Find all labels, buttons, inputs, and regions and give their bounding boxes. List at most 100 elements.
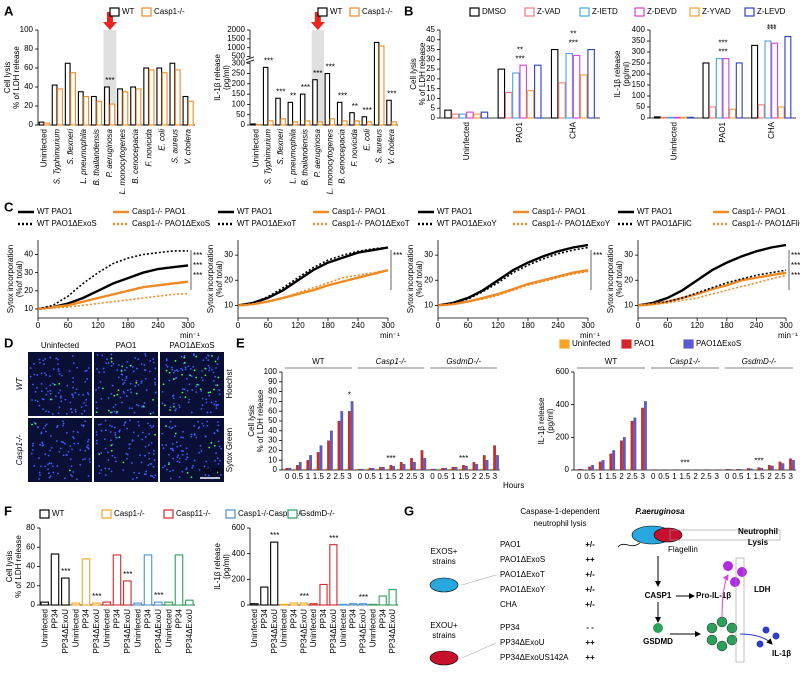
dead-cell — [135, 392, 138, 395]
bar — [588, 466, 592, 471]
nucleus — [175, 376, 178, 379]
nucleus — [32, 442, 34, 445]
nucleus — [208, 394, 211, 397]
nucleus — [152, 361, 155, 364]
x-tick-label: B. thailandensis — [92, 129, 101, 185]
nucleus — [80, 412, 83, 415]
x-tick-label: 0.5 — [584, 472, 596, 481]
nucleus — [154, 367, 157, 370]
significance-label: *** — [754, 457, 763, 466]
bar — [777, 106, 785, 119]
nucleus — [145, 389, 148, 391]
significance-label: *** — [338, 91, 347, 100]
nucleus — [52, 368, 55, 370]
x-tick-label: Uninfected — [339, 609, 348, 647]
x-tick-label: PP34 — [290, 608, 299, 628]
y-tick-label: 15 — [426, 84, 435, 93]
bar — [280, 118, 286, 126]
x-tick-label: Uninfected — [40, 129, 49, 167]
nucleus — [214, 459, 216, 462]
nucleus — [145, 470, 148, 473]
nucleus — [143, 473, 146, 475]
bar — [319, 445, 323, 471]
bar — [361, 116, 368, 126]
x-tick-label: PP34 — [175, 608, 184, 628]
x-tick-label: PP34ΔExoU — [270, 609, 279, 654]
bar — [764, 40, 772, 119]
bar — [135, 88, 142, 126]
bar — [288, 467, 292, 471]
nucleus — [62, 454, 65, 457]
nucleus — [34, 399, 37, 402]
nucleus — [83, 402, 85, 404]
nucleus — [171, 368, 174, 371]
dead-cell — [172, 378, 175, 380]
significance-label: ** — [290, 91, 296, 100]
bar — [123, 580, 132, 606]
nucleus — [111, 425, 113, 428]
nucleus — [171, 395, 174, 398]
nucleus — [72, 436, 74, 438]
y-tick-label: 60 — [268, 406, 277, 415]
nucleus — [71, 448, 73, 451]
nucleus — [33, 362, 35, 365]
nucleus — [166, 365, 169, 368]
bar — [148, 69, 155, 126]
bar — [749, 468, 753, 471]
nucleus — [217, 424, 220, 427]
nucleus — [32, 383, 34, 386]
bar — [368, 467, 372, 471]
dead-cell — [181, 373, 183, 376]
y-axis-label: Cell lysis — [247, 405, 256, 437]
nucleus — [33, 373, 36, 376]
y-tick-label: 20 — [26, 581, 35, 590]
highlight-arrow — [102, 12, 117, 30]
nucleus — [36, 426, 39, 429]
nucleus — [190, 411, 193, 414]
nucleus — [132, 370, 135, 373]
nucleus — [200, 390, 203, 392]
nucleus — [74, 411, 77, 413]
significance-label: *** — [193, 271, 202, 280]
nucleus — [87, 367, 90, 369]
highlight-arrow — [310, 12, 325, 30]
nucleus — [114, 431, 117, 434]
dead-cell — [216, 471, 219, 474]
nucleus — [72, 430, 75, 433]
bar — [334, 468, 338, 471]
bar — [725, 469, 729, 471]
bar — [760, 467, 764, 471]
nucleus — [110, 439, 112, 442]
significance-label: *** — [791, 271, 800, 280]
x-tick-label: P. aeruginosa — [105, 128, 114, 177]
y-axis-label: Cell lysis — [3, 62, 12, 94]
nucleus — [171, 426, 174, 429]
nucleus — [134, 385, 137, 387]
nucleus — [97, 386, 100, 389]
x-tick-label: 300 — [381, 321, 395, 330]
nucleus — [178, 476, 181, 478]
nucleus — [187, 401, 190, 404]
bar — [279, 603, 289, 606]
bar — [378, 45, 385, 126]
nucleus — [98, 423, 100, 426]
dead-cell — [196, 383, 199, 386]
y-tick-label: 80 — [26, 523, 35, 532]
y-tick-label: 60 — [24, 63, 33, 72]
bar — [250, 123, 257, 126]
bar — [304, 120, 311, 126]
bar — [591, 465, 594, 471]
nucleus — [170, 447, 172, 450]
bar — [771, 42, 779, 119]
x-tick-label: L. pneumophila — [288, 128, 297, 183]
gsdmd-pore — [716, 616, 728, 628]
significance-label: *** — [387, 89, 396, 98]
bar — [306, 460, 310, 471]
x-tick-label: F. novicida — [350, 128, 359, 166]
y-tick-label: 5 — [431, 103, 436, 112]
nucleus — [144, 436, 147, 438]
legend-label: PAO1ΔExoS — [696, 339, 741, 348]
nucleus — [56, 465, 59, 467]
nucleus — [71, 355, 74, 357]
nucleus — [168, 379, 171, 382]
